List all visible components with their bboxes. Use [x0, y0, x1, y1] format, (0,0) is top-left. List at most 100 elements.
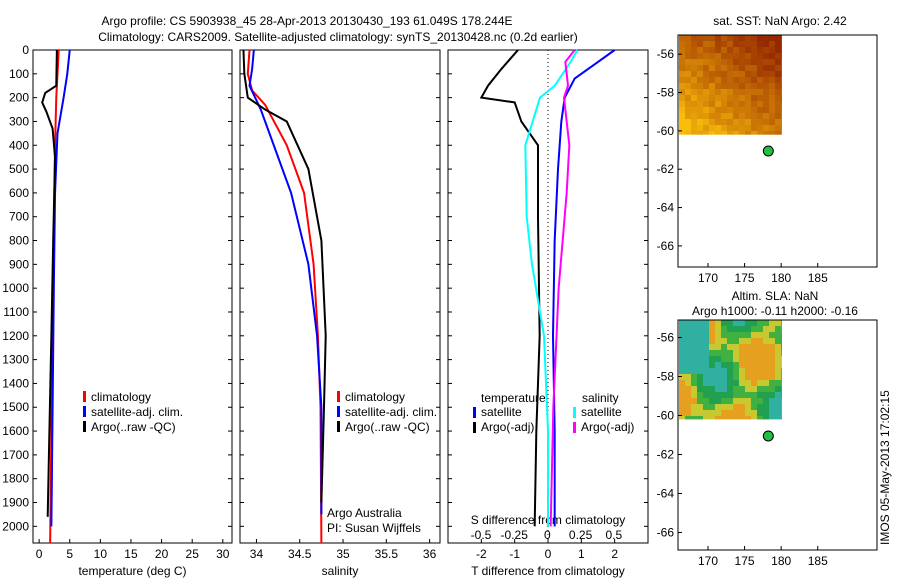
map-subtitle: Argo h1000: -0.11 h2000: -0.16: [692, 304, 858, 318]
heatmap-cell: [775, 332, 781, 338]
x-tick-label: 34.5: [288, 547, 312, 561]
heatmap-cell: [757, 131, 763, 135]
heatmap-cell: [727, 107, 733, 113]
heatmap-cell: [745, 374, 751, 380]
heatmap-cell: [739, 131, 745, 135]
heatmap-cell: [763, 131, 769, 135]
heatmap-cell: [679, 380, 685, 386]
y-tick-label: 600: [9, 186, 29, 200]
x-tick-label: -2: [476, 547, 487, 561]
heatmap-cell: [691, 368, 697, 374]
heatmap-cell: [691, 380, 697, 386]
heatmap-cell: [757, 374, 763, 380]
heatmap-cell: [781, 392, 782, 398]
heatmap-cell: [775, 65, 781, 71]
heatmap-cell: [775, 398, 781, 404]
heatmap-cell: [757, 35, 763, 41]
heatmap-cell: [769, 368, 775, 374]
heatmap-cell: [739, 47, 745, 53]
heatmap-cell: [739, 404, 745, 410]
heatmap-cell: [703, 89, 709, 95]
x-tick-label: 36: [423, 547, 437, 561]
heatmap-cell: [715, 398, 721, 404]
heatmap-cell: [733, 131, 739, 135]
heatmap-cell: [781, 59, 782, 65]
heatmap-cell: [721, 47, 727, 53]
lat-tick-label: -60: [657, 124, 675, 138]
heatmap-cell: [781, 338, 782, 344]
heatmap-cell: [685, 131, 691, 135]
heatmap-cell: [745, 416, 751, 420]
heatmap-cell: [697, 320, 703, 326]
heatmap-cell: [763, 344, 769, 350]
heatmap-cell: [763, 362, 769, 368]
heatmap-cell: [745, 368, 751, 374]
heatmap-cell: [739, 89, 745, 95]
legend-label: climatology: [91, 390, 151, 404]
heatmap-cell: [757, 350, 763, 356]
heatmap-cell: [679, 107, 685, 113]
heatmap-cell: [733, 356, 739, 362]
heatmap-cell: [721, 53, 727, 59]
y-tick-label: 900: [9, 257, 29, 271]
heatmap-cell: [733, 71, 739, 77]
heatmap-cell: [703, 338, 709, 344]
heatmap-cell: [775, 386, 781, 392]
x-tick-label: 10: [94, 547, 108, 561]
heatmap-cell: [685, 338, 691, 344]
heatmap-cell: [679, 95, 685, 101]
heatmap-cell: [781, 350, 782, 356]
heatmap-cell: [679, 35, 685, 41]
heatmap-cell: [751, 77, 757, 83]
heatmap-cell: [685, 53, 691, 59]
heatmap-cell: [757, 320, 763, 326]
heatmap-cell: [715, 326, 721, 332]
heatmap-cell: [691, 77, 697, 83]
heatmap-cell: [733, 410, 739, 416]
heatmap-cell: [703, 386, 709, 392]
heatmap-cell: [769, 41, 775, 47]
plot-frame: [239, 49, 441, 544]
heatmap-cell: [775, 410, 781, 416]
heatmap-cell: [685, 125, 691, 131]
heatmap-cell: [679, 344, 685, 350]
heatmap-cell: [745, 398, 751, 404]
heatmap-cell: [709, 362, 715, 368]
legend-swatch: [337, 391, 340, 402]
heatmap-cell: [715, 125, 721, 131]
heatmap-cell: [685, 119, 691, 125]
heatmap-cell: [721, 350, 727, 356]
heatmap-cell: [679, 71, 685, 77]
heatmap-cell: [703, 41, 709, 47]
heatmap-cell: [703, 101, 709, 107]
heatmap-cell: [691, 416, 697, 420]
lon-tick-label: 185: [808, 554, 828, 568]
heatmap-cell: [745, 47, 751, 53]
heatmap-cell: [721, 380, 727, 386]
heatmap-cell: [733, 320, 739, 326]
heatmap-cell: [685, 380, 691, 386]
y-tick-label: 500: [9, 162, 29, 176]
heatmap-cell: [751, 47, 757, 53]
heatmap-cell: [709, 59, 715, 65]
heatmap-cell: [751, 113, 757, 119]
map-heatmap: [679, 35, 782, 135]
heatmap-cell: [733, 35, 739, 41]
heatmap-cell: [691, 89, 697, 95]
heatmap-cell: [733, 125, 739, 131]
heatmap-cell: [703, 404, 709, 410]
heatmap-cell: [709, 350, 715, 356]
heatmap-cell: [703, 131, 709, 135]
heatmap-cell: [727, 53, 733, 59]
heatmap-cell: [721, 95, 727, 101]
heatmap-cell: [727, 131, 733, 135]
heatmap-cell: [709, 107, 715, 113]
heatmap-cell: [691, 338, 697, 344]
heatmap-cell: [751, 35, 757, 41]
x-tick-label: 34: [250, 547, 264, 561]
map-heatmap: [679, 320, 782, 420]
heatmap-cell: [697, 113, 703, 119]
heatmap-cell: [727, 410, 733, 416]
heatmap-cell: [721, 125, 727, 131]
lon-tick-label: 170: [698, 554, 718, 568]
